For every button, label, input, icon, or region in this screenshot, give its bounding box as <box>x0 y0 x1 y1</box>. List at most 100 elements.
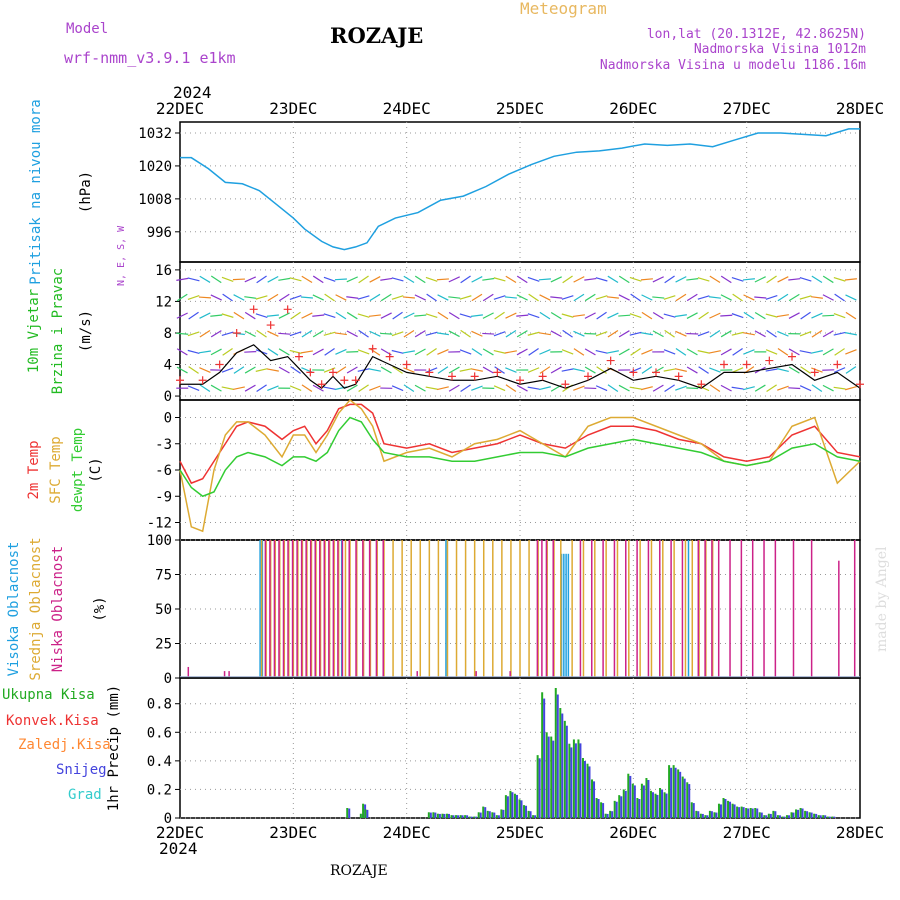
model-name: wrf-nmm_v3.9.1 e1km <box>64 49 236 67</box>
wind-barb <box>493 331 506 337</box>
wind-barb <box>675 385 687 391</box>
precip-bar-snow <box>697 811 700 818</box>
wind-barb <box>811 275 823 284</box>
wind-barb <box>561 295 574 300</box>
precip-bar-snow <box>574 743 577 818</box>
precip-bar-snow <box>556 694 559 818</box>
wind-barb <box>482 277 495 281</box>
wind-barb <box>754 384 766 392</box>
wind-barb <box>607 312 619 319</box>
wind-barb <box>391 349 404 354</box>
wind-barb <box>188 311 199 320</box>
wind-barb <box>278 312 290 319</box>
wind-barb <box>641 349 653 355</box>
wind-barb <box>255 313 268 318</box>
wind-barb <box>550 330 562 338</box>
wind-barb <box>562 275 573 284</box>
wind-barb <box>380 293 392 302</box>
precip-bar-snow <box>710 811 713 818</box>
pressure-line <box>180 128 860 251</box>
wind-barb <box>754 330 766 338</box>
y-tick-label: 0.2 <box>147 782 172 798</box>
compass-text: N, E, S, W <box>116 225 127 286</box>
precip-bar-snow <box>461 815 464 818</box>
wind-barb <box>641 294 653 301</box>
precip-bar-snow <box>484 807 487 818</box>
wind-barb <box>686 348 698 356</box>
wind-barb <box>323 331 336 336</box>
precip-bar-total <box>686 782 689 818</box>
wind-barb <box>606 296 619 299</box>
wind-barb <box>493 295 506 300</box>
precip-bar-total <box>776 815 779 818</box>
precip-bar-total <box>767 813 770 818</box>
wind-barb <box>607 384 619 393</box>
wind-barb <box>731 313 744 319</box>
y-tick-label: 0 <box>164 411 172 427</box>
precip-bar-snow <box>348 808 351 818</box>
wind-barb <box>539 349 551 355</box>
precip-bar-total <box>758 812 761 818</box>
wind-barb <box>256 384 267 393</box>
precip-bar-total <box>740 806 743 818</box>
y-tick-label: -12 <box>147 516 172 532</box>
wind-barb <box>471 330 483 337</box>
wind-barb <box>742 278 755 281</box>
precip-bar-total <box>763 815 766 818</box>
precip-bar-total <box>604 813 607 818</box>
wind-barb <box>448 366 460 374</box>
wind-barb <box>312 294 324 301</box>
wind-barb <box>550 311 562 320</box>
precip-bar-total <box>581 758 584 818</box>
precip-bar-total <box>450 815 453 818</box>
precip-legend-item: Konvek.Kisa <box>6 713 99 729</box>
y-axis-label: (hPa) <box>78 171 94 213</box>
precip-bar-total <box>622 789 625 818</box>
wind-barb <box>176 293 188 302</box>
watermark: made by Angel <box>874 546 890 652</box>
wind-barb <box>188 366 199 374</box>
precip-bar-total <box>636 798 639 818</box>
wind-barb <box>766 329 777 338</box>
wind-barb <box>720 384 732 392</box>
wind-barb <box>833 331 846 336</box>
wind-barb <box>267 275 279 283</box>
y-tick-label: 0 <box>164 389 172 405</box>
wind-barb <box>800 366 811 374</box>
x-tick-label-bottom: 28DEC <box>836 823 884 842</box>
wind-barb <box>426 293 437 302</box>
panel-pressure: 996 1008 1020 1032 Pritisak na nivou mora (hP… <box>28 99 861 285</box>
wind-barb <box>414 348 426 356</box>
wind-gust-marker <box>470 372 479 381</box>
precip-bar-total <box>813 813 816 818</box>
wind-barb <box>289 331 302 337</box>
wind-gust-marker <box>629 368 638 377</box>
precip-bar-total <box>477 812 480 818</box>
precip-bar-snow <box>470 816 473 818</box>
precip-bar-snow <box>706 815 709 818</box>
wind-barb <box>312 275 324 284</box>
wind-barb <box>199 367 211 373</box>
wind-barb <box>709 384 721 393</box>
wind-barb <box>357 368 370 372</box>
wind-gust-marker <box>176 376 184 385</box>
precip-bar-snow <box>810 812 813 818</box>
wind-gust-marker <box>232 328 241 337</box>
wind-barb <box>562 329 573 338</box>
precip-bar-snow <box>520 800 523 818</box>
wind-barb <box>425 276 438 282</box>
precip-bar-total <box>464 815 467 818</box>
y-axis-label: 2m Temp <box>26 440 42 499</box>
wind-gust-marker <box>765 356 774 365</box>
y-tick-label: 12 <box>155 294 172 310</box>
wind-barb <box>629 331 642 336</box>
wind-gust-marker <box>856 380 864 389</box>
wind-barb <box>346 384 358 392</box>
precip-bar-total <box>482 806 485 818</box>
precip-bar-total <box>364 809 367 818</box>
wind-barb <box>210 330 222 338</box>
y-axis-label: Pritisak na nivou mora <box>28 99 44 284</box>
wind-barb <box>267 385 279 391</box>
wind-barb <box>505 275 517 284</box>
wind-gust-marker <box>215 360 224 369</box>
